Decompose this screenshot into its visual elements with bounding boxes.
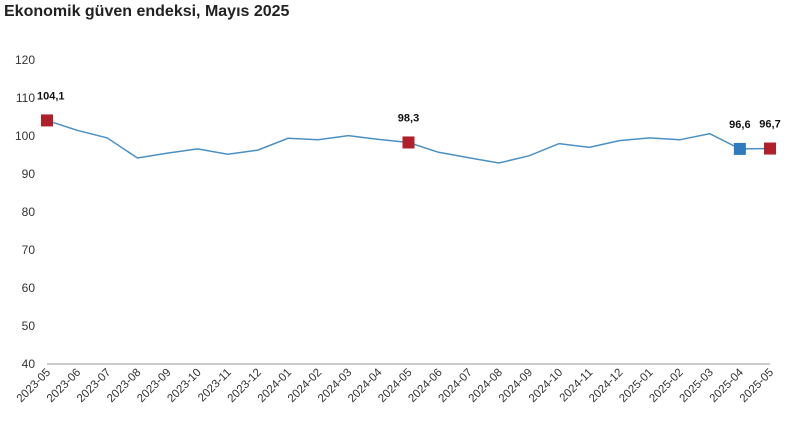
x-tick-label: 2024-10 [527, 367, 565, 405]
data-point-marker [402, 136, 415, 149]
chart-title: Ekonomik güven endeksi, Mayıs 2025 [4, 3, 290, 20]
x-tick-label: 2025-05 [738, 367, 776, 405]
data-label: 96,7 [759, 119, 780, 131]
data-point-marker [764, 142, 776, 155]
y-tick-label: 120 [15, 53, 35, 67]
y-tick-label: 70 [22, 243, 36, 257]
x-tick-label: 2023-10 [165, 367, 203, 405]
data-point-marker [41, 114, 53, 127]
annotations: 104,1 98,3 96,6 96,7 [37, 90, 781, 155]
data-label: 104,1 [37, 90, 65, 102]
data-label: 96,6 [729, 119, 750, 131]
y-axis: 40 50 60 70 80 90 100 110 120 [15, 53, 35, 371]
data-point-marker [733, 142, 746, 155]
y-tick-label: 40 [22, 357, 36, 371]
y-tick-label: 60 [22, 281, 36, 295]
data-label: 98,3 [398, 112, 419, 124]
y-tick-label: 50 [22, 319, 36, 333]
y-tick-label: 110 [16, 91, 35, 105]
y-tick-label: 80 [22, 205, 36, 219]
y-tick-label: 100 [15, 129, 35, 143]
x-axis: 2023-052023-062023-072023-082023-092023-… [15, 363, 776, 405]
y-tick-label: 90 [22, 167, 36, 181]
